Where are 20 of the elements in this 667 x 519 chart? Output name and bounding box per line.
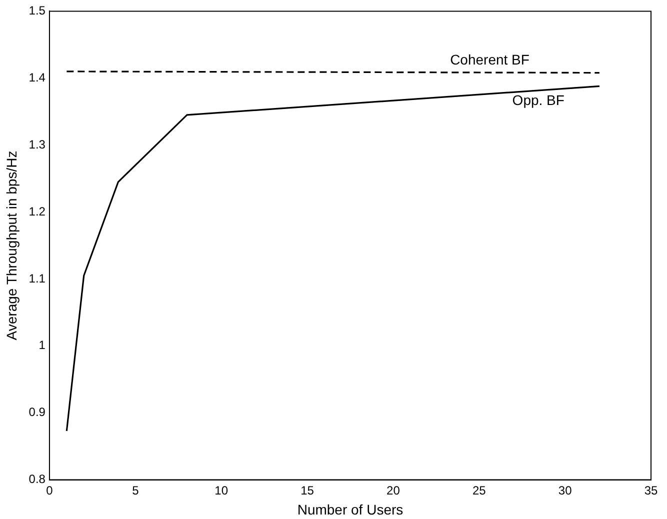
- series-label: Coherent BF: [450, 52, 530, 68]
- x-tick-label: 30: [558, 483, 572, 498]
- y-tick-label: 0.9: [28, 405, 46, 420]
- y-tick-label: 1: [38, 338, 46, 352]
- y-tick-label: 1.2: [28, 204, 46, 218]
- series-label: Opp. BF: [512, 92, 564, 108]
- y-tick-label: 1.3: [28, 137, 46, 152]
- x-tick-label: 0: [46, 483, 54, 498]
- x-tick-label: 20: [386, 483, 400, 498]
- x-tick-label: 15: [300, 483, 314, 498]
- x-tick-label: 5: [132, 483, 140, 498]
- y-tick-label: 1.5: [28, 4, 46, 18]
- y-axis-title: Average Throughput in bps/Hz: [3, 150, 20, 340]
- y-tick-label: 0.8: [28, 472, 46, 486]
- x-tick-label: 35: [644, 483, 658, 498]
- x-axis-title: Number of Users: [297, 501, 404, 518]
- x-tick-label: 10: [214, 483, 228, 498]
- x-tick-label: 25: [472, 483, 486, 498]
- y-tick-label: 1.1: [28, 271, 46, 286]
- y-tick-label: 1.4: [28, 70, 46, 84]
